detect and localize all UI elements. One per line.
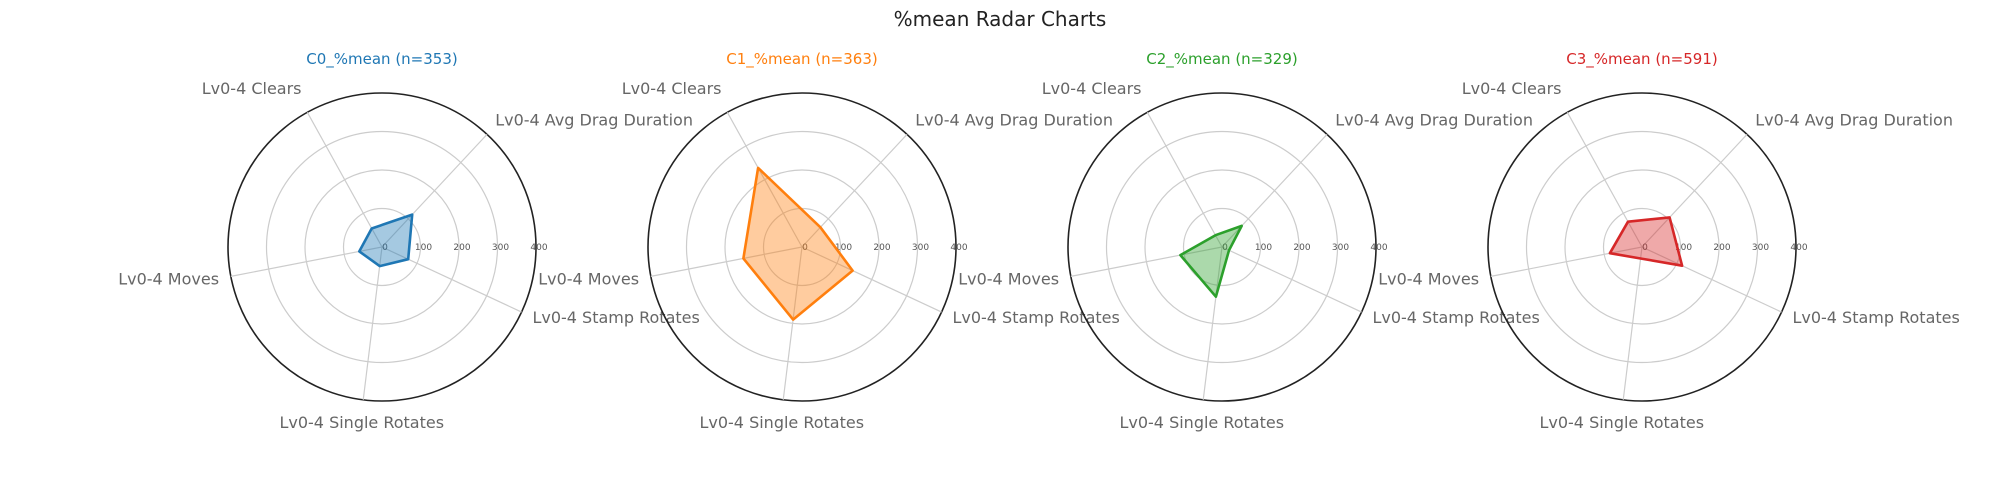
radar-chart-3: C3_%mean (n=591) 0 100 200 300 400 Lv0-4 Clear…: [1378, 50, 1960, 432]
axis-spoke: [1622, 246, 1643, 400]
grid-ring: [1525, 130, 1759, 364]
grid-ring: [685, 130, 919, 364]
radial-tick-label: 0: [1642, 243, 1648, 253]
radial-tick-label: 300: [1332, 243, 1349, 253]
axis-spoke: [1146, 112, 1223, 248]
series-area: [742, 166, 854, 321]
axis-spoke: [1641, 133, 1748, 248]
radial-tick-label: 0: [1222, 243, 1228, 253]
grid-ring: [1564, 169, 1720, 325]
axis-label: Lv0-4 Single Rotates: [699, 413, 864, 432]
radial-tick-label: 200: [453, 243, 470, 253]
figure-title: %mean Radar Charts: [894, 7, 1107, 31]
grid-ring: [265, 130, 499, 364]
axis-label: Lv0-4 Clears: [202, 79, 302, 98]
axis-spoke: [1641, 246, 1782, 313]
axis-spoke: [306, 112, 383, 248]
axis-label: Lv0-4 Moves: [1378, 270, 1479, 289]
grid-ring: [1182, 207, 1262, 287]
subplot-title: C3_%mean (n=591): [1566, 50, 1718, 69]
radar-chart-0: C0_%mean (n=353) 0 100 200 300 400 Lv0-4 Clear…: [118, 50, 700, 432]
radial-tick-label: 400: [1790, 243, 1807, 253]
axis-label: Lv0-4 Moves: [118, 270, 219, 289]
axis-label: Lv0-4 Moves: [538, 270, 639, 289]
axis-label: Lv0-4 Avg Drag Duration: [495, 111, 693, 130]
outer-ring: [227, 92, 537, 402]
series-area: [1608, 216, 1684, 268]
grid-ring: [342, 207, 422, 287]
radial-tick-label: 200: [1293, 243, 1310, 253]
radial-tick-label: 200: [873, 243, 890, 253]
subplot-title: C2_%mean (n=329): [1146, 50, 1298, 69]
axis-label: Lv0-4 Stamp Rotates: [1372, 308, 1539, 327]
axis-spoke: [230, 246, 383, 277]
radial-tick-label: 100: [835, 243, 852, 253]
axis-spoke: [381, 246, 522, 313]
radial-tick-label: 400: [950, 243, 967, 253]
radial-tick-label: 300: [492, 243, 509, 253]
axis-label: Lv0-4 Avg Drag Duration: [1335, 111, 1533, 130]
grid-ring: [304, 169, 460, 325]
axis-spoke: [1566, 112, 1643, 248]
radial-tick-label: 100: [1675, 243, 1692, 253]
radial-tick-label: 0: [382, 243, 388, 253]
axis-label: Lv0-4 Single Rotates: [1539, 413, 1704, 432]
axis-label: Lv0-4 Stamp Rotates: [952, 308, 1119, 327]
axis-spoke: [1490, 246, 1643, 277]
axis-label: Lv0-4 Stamp Rotates: [1792, 308, 1959, 327]
axis-spoke: [782, 246, 803, 400]
radial-tick-label: 400: [530, 243, 547, 253]
series-area: [357, 213, 414, 268]
radial-tick-label: 100: [1255, 243, 1272, 253]
outer-ring: [1067, 92, 1377, 402]
radial-tick-label: 100: [415, 243, 432, 253]
radial-tick-label: 300: [912, 243, 929, 253]
subplot-title: C0_%mean (n=353): [306, 50, 458, 69]
axis-label: Lv0-4 Avg Drag Duration: [1755, 111, 1953, 130]
radial-tick-label: 400: [1370, 243, 1387, 253]
axis-spoke: [801, 246, 942, 313]
outer-ring: [1487, 92, 1797, 402]
axis-label: Lv0-4 Single Rotates: [1119, 413, 1284, 432]
axis-spoke: [650, 246, 803, 277]
radial-tick-label: 200: [1713, 243, 1730, 253]
axis-spoke: [1070, 246, 1223, 277]
grid-ring: [1602, 207, 1682, 287]
grid-ring: [1105, 130, 1339, 364]
grid-ring: [724, 169, 880, 325]
axis-spoke: [381, 133, 488, 248]
axis-label: Lv0-4 Moves: [958, 270, 1059, 289]
axis-label: Lv0-4 Clears: [622, 79, 722, 98]
radar-chart-1: C1_%mean (n=363) 0 100 200 300 400 Lv0-4 Clear…: [538, 50, 1120, 432]
outer-ring: [647, 92, 957, 402]
axis-label: Lv0-4 Avg Drag Duration: [915, 111, 1113, 130]
axis-label: Lv0-4 Stamp Rotates: [532, 308, 699, 327]
axis-spoke: [362, 246, 383, 400]
axis-label: Lv0-4 Clears: [1462, 79, 1562, 98]
grid-ring: [1144, 169, 1300, 325]
axis-label: Lv0-4 Clears: [1042, 79, 1142, 98]
axis-spoke: [1202, 246, 1223, 400]
series-area: [1179, 224, 1243, 299]
axis-spoke: [1221, 246, 1362, 313]
radial-tick-label: 0: [802, 243, 808, 253]
radar-chart-2: C2_%mean (n=329) 0 100 200 300 400 Lv0-4 Clear…: [958, 50, 1540, 432]
radial-tick-label: 300: [1752, 243, 1769, 253]
subplot-title: C1_%mean (n=363): [726, 50, 878, 69]
axis-spoke: [726, 112, 803, 248]
axis-label: Lv0-4 Single Rotates: [279, 413, 444, 432]
